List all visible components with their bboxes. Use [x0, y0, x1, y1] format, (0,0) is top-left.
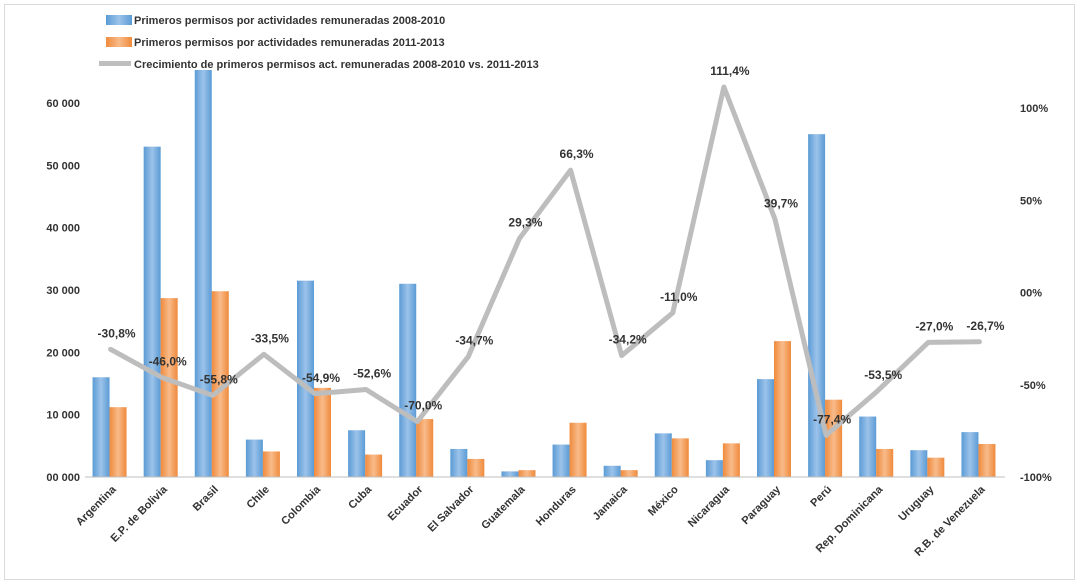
bars: [92, 70, 996, 477]
legend-swatch-series-3: [99, 61, 131, 66]
left-axis: 00 000 10 000 20 000 30 000 40 000 50 000 60 0…: [46, 98, 80, 484]
bar-2008-2010: [757, 379, 774, 477]
growth-data-label: -52,6%: [353, 367, 391, 381]
category-label: Perú: [808, 484, 834, 510]
bar-2011-2013: [774, 341, 791, 477]
data-labels: -30,8% -46,0% -55,8% -33,5% -54,9% -52,6% -70,…: [98, 64, 1005, 426]
bar-2011-2013: [825, 399, 843, 477]
bar-2011-2013: [620, 470, 638, 477]
growth-data-label: -26,7%: [966, 319, 1004, 333]
bar-2008-2010: [603, 465, 621, 477]
legend-label-series-3: Crecimiento de primeros permisos act. re…: [134, 59, 539, 71]
bar-2008-2010: [859, 416, 877, 477]
growth-data-label: -34,2%: [609, 333, 647, 347]
right-tick-label: 50%: [1020, 195, 1042, 207]
growth-line: [108, 84, 982, 438]
right-tick-label: -50%: [1020, 380, 1046, 392]
bar-2011-2013: [876, 448, 894, 477]
category-label: Uruguay: [896, 483, 937, 524]
category-label: Chile: [244, 484, 272, 512]
category-label: Jamaica: [591, 483, 631, 523]
left-tick-label: 60 000: [46, 98, 80, 110]
growth-data-label: -70,0%: [404, 399, 442, 413]
growth-data-label: -46,0%: [149, 354, 187, 368]
bar-2008-2010: [705, 460, 723, 477]
growth-data-label: -77,4%: [813, 412, 851, 426]
category-label: Colombia: [279, 483, 324, 528]
bar-2008-2010: [961, 432, 979, 477]
bar-2008-2010: [654, 433, 672, 477]
category-label: México: [646, 483, 681, 518]
category-label: Honduras: [534, 484, 579, 529]
bar-2008-2010: [297, 280, 314, 477]
growth-data-label: -27,0%: [915, 319, 953, 333]
growth-data-label: 39,7%: [764, 196, 798, 210]
bar-2008-2010: [348, 430, 366, 477]
left-tick-label: 10 000: [46, 410, 80, 422]
growth-data-label: -55,8%: [200, 372, 238, 386]
growth-data-label: -34,7%: [455, 334, 493, 348]
bar-2008-2010: [143, 146, 161, 477]
bar-2008-2010: [399, 283, 417, 477]
bar-2011-2013: [569, 422, 587, 477]
bar-2008-2010: [245, 439, 263, 477]
growth-data-label: -11,0%: [660, 290, 698, 304]
growth-data-label: -53,5%: [864, 368, 902, 382]
left-tick-label: 00 000: [46, 472, 80, 484]
bar-2011-2013: [467, 458, 485, 477]
category-label: Guatemala: [479, 483, 528, 532]
legend-label-series-1: Primeros permisos por actividades remune…: [134, 15, 445, 27]
bar-2011-2013: [109, 407, 127, 477]
bar-2008-2010: [92, 377, 110, 477]
legend-swatch-series-1: [106, 15, 132, 25]
left-tick-label: 40 000: [46, 223, 80, 235]
bar-2011-2013: [314, 387, 331, 477]
legend: Primeros permisos por actividades remune…: [99, 15, 539, 71]
bar-2011-2013: [262, 451, 280, 477]
bar-2011-2013: [518, 470, 536, 477]
left-tick-label: 30 000: [46, 285, 80, 297]
growth-data-label: 111,4%: [710, 64, 750, 78]
bar-2011-2013: [211, 291, 229, 477]
bar-2011-2013: [722, 443, 740, 477]
growth-data-label: -54,9%: [302, 371, 340, 385]
bar-2011-2013: [671, 438, 689, 477]
left-tick-label: 20 000: [46, 347, 80, 359]
legend-label-series-2: Primeros permisos por actividades remune…: [134, 37, 445, 49]
category-label: Nicaragua: [686, 483, 733, 530]
growth-series-line: [108, 84, 982, 438]
category-label: Argentina: [74, 483, 119, 528]
category-label: Cuba: [346, 483, 375, 512]
category-label: Ecuador: [386, 483, 426, 523]
category-label: Paraguay: [740, 483, 784, 527]
bar-2008-2010: [450, 448, 468, 477]
chart-frame: [4, 4, 1075, 580]
bar-2011-2013: [416, 419, 434, 477]
growth-data-label: 29,3%: [508, 215, 542, 229]
bar-2008-2010: [501, 471, 519, 477]
category-label: Brasil: [191, 484, 221, 514]
right-tick-label: 00%: [1020, 288, 1042, 300]
growth-data-label: -30,8%: [98, 326, 136, 340]
bar-2008-2010: [910, 450, 928, 477]
bar-2008-2010: [552, 444, 570, 477]
bar-2011-2013: [978, 443, 996, 477]
category-label: El Salvador: [426, 483, 477, 534]
bar-2011-2013: [365, 454, 383, 477]
right-tick-label: 100%: [1020, 103, 1048, 115]
bar-2011-2013: [160, 298, 178, 477]
bar-2008-2010: [808, 134, 826, 477]
growth-data-label: -33,5%: [251, 331, 289, 345]
right-tick-label: -100%: [1020, 472, 1052, 484]
bar-2008-2010: [194, 70, 212, 477]
growth-data-label: 66,3%: [560, 147, 594, 161]
legend-swatch-series-2: [106, 37, 132, 47]
left-tick-label: 50 000: [46, 160, 80, 172]
bar-2011-2013: [927, 457, 945, 477]
right-axis: -100% -50% 00% 50% 100%: [1020, 103, 1052, 484]
